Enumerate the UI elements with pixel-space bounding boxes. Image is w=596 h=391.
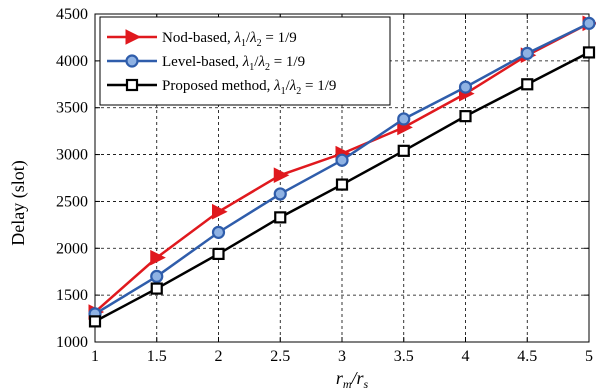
axis-ticks: 1 1.5 2 2.5 3 3.5 4 4.5 5 1000 1500 2000 2500 3000 350…	[56, 6, 593, 365]
data-point	[582, 46, 596, 59]
series-layer	[88, 15, 596, 328]
legend-value: = 1/9	[262, 30, 297, 46]
legend-marker	[125, 54, 139, 68]
y-tick-label: 3000	[56, 147, 88, 164]
data-point	[521, 78, 534, 91]
x-tick-label: 1.5	[147, 348, 167, 365]
legend-sub: 2	[265, 62, 270, 73]
legend-lambda: λ	[257, 54, 265, 70]
legend-lambda: λ	[273, 78, 281, 94]
data-point	[273, 187, 287, 201]
data-point	[274, 211, 287, 224]
x-axis-label-sub1: m	[343, 377, 352, 391]
x-axis-label-sub2: s	[364, 377, 369, 391]
legend-slash: /	[246, 30, 251, 46]
data-point	[397, 112, 411, 126]
x-axis-label-main: r	[336, 368, 344, 388]
data-point	[150, 249, 166, 266]
legend-label-main: Proposed method,	[162, 78, 274, 94]
legend-sub: 2	[296, 86, 301, 97]
data-point	[397, 144, 410, 157]
data-point	[212, 247, 225, 261]
legend-slash: /	[254, 54, 259, 70]
legend-label-main: Level-based,	[162, 54, 243, 70]
data-point	[150, 282, 163, 295]
data-point	[273, 167, 290, 183]
y-tick-label: 1500	[56, 287, 88, 304]
x-axis-label-sep: /r	[351, 368, 365, 388]
legend-slash: /	[286, 78, 291, 94]
x-tick-label: 4.5	[517, 348, 537, 365]
data-point	[335, 178, 349, 191]
x-tick-label: 2	[215, 348, 223, 365]
legend-sub: 1	[249, 62, 254, 73]
legend-sub: 1	[241, 38, 246, 49]
legend-lambda: λ	[249, 30, 257, 46]
data-point	[150, 269, 164, 283]
legend-marker	[125, 29, 142, 45]
y-tick-label: 2000	[56, 240, 88, 257]
y-tick-label: 1000	[56, 334, 88, 351]
data-point	[211, 225, 226, 239]
x-tick-label: 3	[338, 348, 346, 365]
legend-value: = 1/9	[270, 54, 305, 70]
legend-sub: 2	[257, 38, 262, 49]
legend-label: Proposed method, λ1/λ2 = 1/9	[162, 78, 336, 97]
legend-value: = 1/9	[301, 78, 336, 94]
y-tick-label: 2500	[56, 193, 88, 210]
legend-lambda: λ	[289, 78, 297, 94]
data-point	[459, 110, 472, 123]
legend-label: Level-based, λ1/λ2 = 1/9	[162, 54, 305, 73]
x-tick-label: 3.5	[394, 348, 414, 365]
data-point	[335, 153, 349, 167]
legend-lambda: λ	[242, 54, 250, 70]
legend-sub: 1	[281, 86, 286, 97]
y-tick-label: 4500	[56, 6, 88, 23]
data-point	[520, 46, 534, 60]
x-tick-label: 1	[91, 348, 99, 365]
data-point	[88, 315, 102, 328]
legend-marker	[125, 78, 139, 92]
series-1	[88, 16, 596, 321]
data-point	[212, 203, 228, 220]
legend-label: Nod-based, λ1/λ2 = 1/9	[162, 30, 297, 49]
y-axis-label: Delay (slot)	[8, 160, 29, 245]
x-tick-label: 4	[462, 348, 470, 365]
y-tick-label: 3500	[56, 100, 88, 117]
data-point	[458, 80, 473, 94]
y-tick-label: 4000	[56, 53, 88, 70]
series-2	[88, 46, 596, 328]
x-axis-label: rm/rs	[336, 368, 369, 391]
x-tick-label: 2.5	[270, 348, 290, 365]
legend-label-main: Nod-based,	[162, 30, 234, 46]
x-tick-label: 5	[585, 348, 593, 365]
legend-lambda: λ	[233, 30, 241, 46]
data-point	[582, 16, 596, 30]
